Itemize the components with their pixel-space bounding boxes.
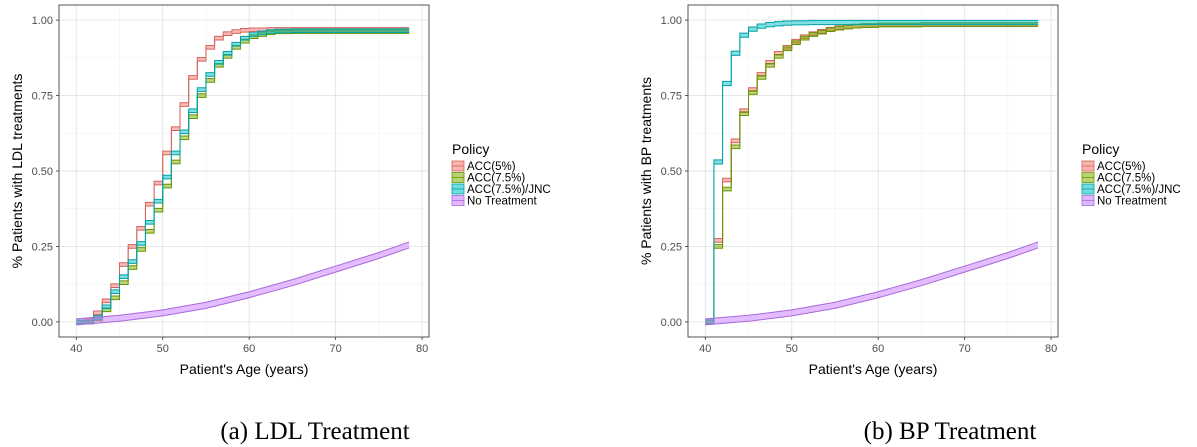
y-tick-label: 1.00 [661, 15, 682, 27]
series-lower-line [76, 247, 410, 326]
ribbon [705, 241, 1039, 325]
legend-label: ACC(5%) [467, 161, 516, 173]
x-tick-label: 80 [1045, 343, 1057, 355]
legend-label: ACC(7.5%) [467, 173, 525, 185]
caption: (b) BP Treatment [864, 418, 1037, 445]
x-tick-label: 50 [786, 343, 798, 355]
x-axis-ticks: 40 50 60 70 80 [699, 337, 1057, 355]
series-upper-line [76, 241, 410, 320]
x-tick-label: 70 [959, 343, 971, 355]
series-lower-line [705, 24, 1039, 325]
series-acc-7-5-jnc [705, 19, 1039, 325]
x-tick-label: 50 [157, 343, 169, 355]
legend-label: ACC(5%) [1097, 161, 1146, 173]
x-tick-label: 40 [70, 343, 82, 355]
caption: (a) LDL Treatment [220, 418, 409, 445]
y-tick-label: 0.00 [661, 317, 682, 329]
series-lower-line [705, 247, 1039, 326]
x-tick-label: 40 [699, 343, 711, 355]
x-tick-label: 60 [243, 343, 255, 355]
x-axis-ticks: 40 50 60 70 80 [70, 337, 428, 355]
y-tick-label: 0.75 [661, 91, 682, 103]
chart-bp: 40 50 60 70 80 0.00 0.25 0.50 0.75 1.00 Patient'… [638, 4, 1181, 445]
x-axis-title: Patient's Age (years) [809, 361, 938, 377]
series-lower-line [76, 31, 410, 325]
y-tick-label: 0.00 [32, 317, 53, 329]
y-axis-title: % Patients with BP treatments [638, 77, 654, 265]
y-axis-ticks: 0.00 0.25 0.50 0.75 1.00 [661, 15, 688, 329]
legend-label: ACC(7.5%)/JNC [1097, 184, 1181, 196]
legend-title: Policy [452, 141, 489, 157]
legend-label: No Treatment [1097, 196, 1167, 208]
x-axis-title: Patient's Age (years) [180, 361, 309, 377]
series-no-treatment [705, 241, 1039, 326]
y-tick-label: 0.75 [32, 91, 53, 103]
series-layer [58, 4, 430, 338]
legend-label: ACC(7.5%) [1097, 173, 1155, 185]
legend-label: No Treatment [467, 196, 537, 208]
y-axis-ticks: 0.00 0.25 0.50 0.75 1.00 [32, 15, 59, 329]
y-axis-title: % Patients with LDL treatments [9, 74, 25, 269]
series-no-treatment [76, 241, 410, 326]
series-upper-line [705, 19, 1039, 321]
series-acc-7-5-jnc [76, 28, 410, 325]
y-tick-label: 0.50 [661, 166, 682, 178]
y-tick-label: 0.50 [32, 166, 53, 178]
x-tick-label: 60 [872, 343, 884, 355]
legend-label: ACC(7.5%)/JNC [467, 184, 551, 196]
x-tick-label: 80 [416, 343, 428, 355]
ribbon [76, 241, 410, 325]
series-lower-line [705, 25, 1039, 325]
chart-ldl: 40 50 60 70 80 0.00 0.25 0.50 0.75 1.00 Patient'… [9, 4, 551, 445]
y-tick-label: 0.25 [32, 241, 53, 253]
y-tick-label: 1.00 [32, 15, 53, 27]
legend-title: Policy [1082, 141, 1119, 157]
x-tick-label: 70 [330, 343, 342, 355]
y-tick-label: 0.25 [661, 241, 682, 253]
series-upper-line [705, 241, 1039, 320]
